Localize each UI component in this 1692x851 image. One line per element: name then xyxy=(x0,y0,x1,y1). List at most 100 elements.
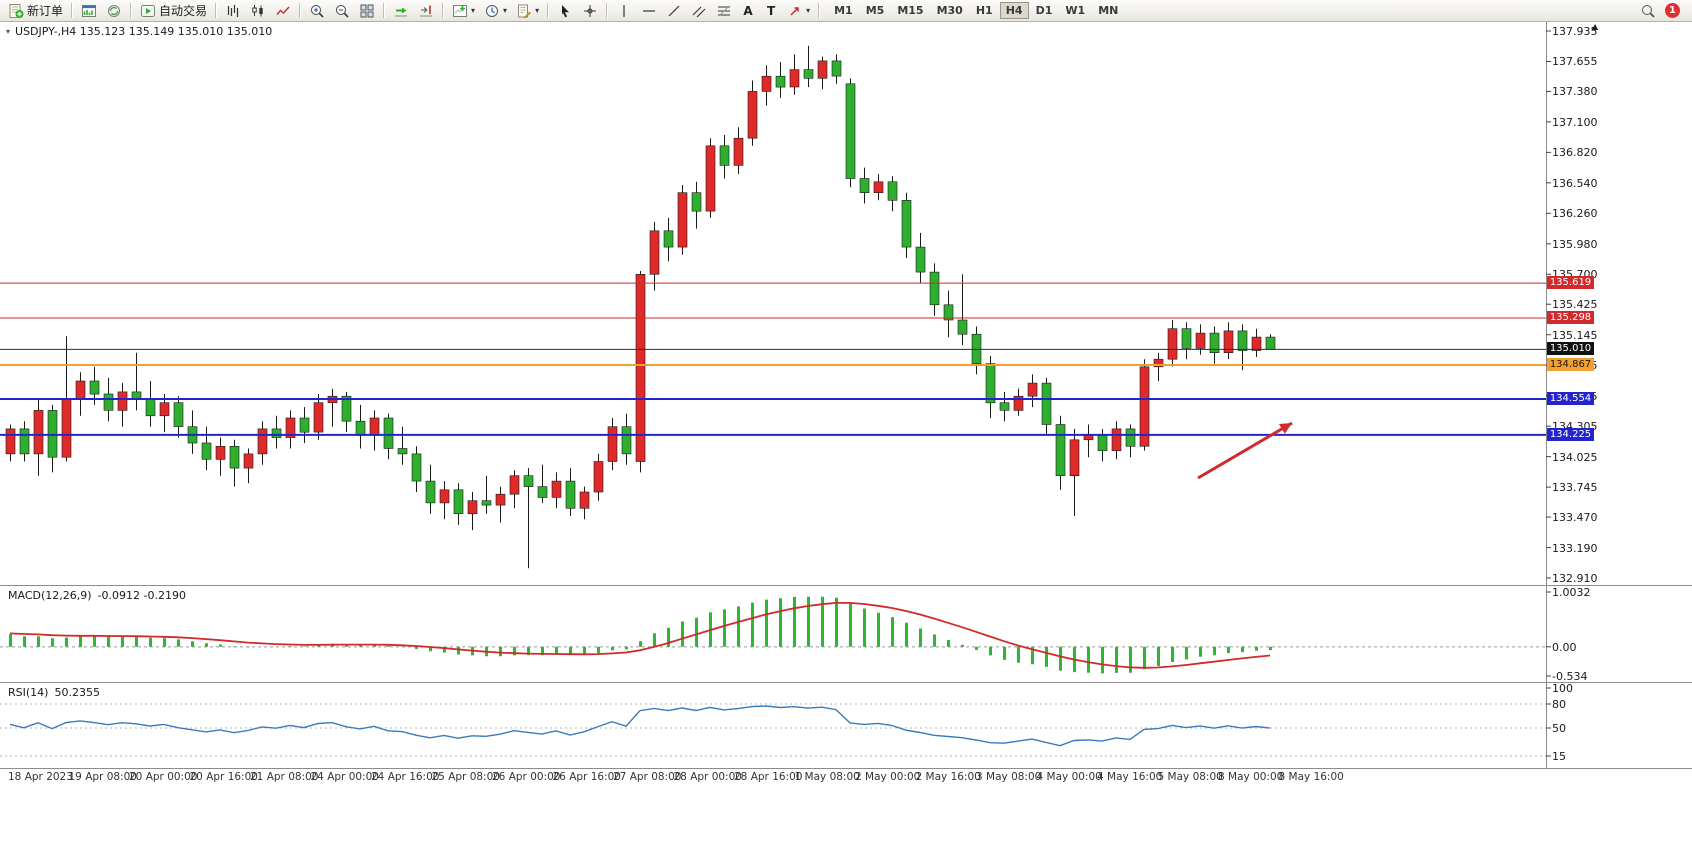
new-chart-icon xyxy=(82,4,97,17)
timeframe-h1-button[interactable]: H1 xyxy=(970,2,999,19)
candlesticks xyxy=(5,60,1276,515)
candle-body xyxy=(341,395,352,422)
candle-body xyxy=(747,91,758,139)
candle-body xyxy=(313,402,324,433)
candle-body xyxy=(943,304,954,321)
candle-body xyxy=(957,319,968,335)
price-box-135.010: 135.010 xyxy=(1547,342,1594,356)
candle-body xyxy=(1125,428,1136,447)
label-tool-button[interactable]: T xyxy=(760,1,782,20)
date-label: 28 Apr 00:00 xyxy=(673,771,742,783)
toolbar-separator xyxy=(130,3,133,18)
timeframe-w1-button[interactable]: W1 xyxy=(1059,2,1091,19)
price-axis-label: 133.745 xyxy=(1552,481,1598,495)
date-label: 20 Apr 16:00 xyxy=(189,771,258,783)
timeframe-m15-button[interactable]: M15 xyxy=(891,2,929,19)
candle-body xyxy=(649,230,660,275)
candle-body xyxy=(789,69,800,88)
candle-body xyxy=(1055,424,1066,477)
crosshair-button[interactable] xyxy=(578,1,602,20)
rsi-name: RSI(14) xyxy=(8,686,49,699)
horizontal-line-button[interactable] xyxy=(637,1,661,20)
candle-body xyxy=(999,402,1010,411)
candle-body xyxy=(453,489,464,514)
candle-body xyxy=(5,428,16,455)
auto-trading-button[interactable]: 自动交易 xyxy=(136,1,211,20)
candle-body xyxy=(159,402,170,417)
price-axis-label: 136.820 xyxy=(1552,146,1598,160)
auto-scroll-icon xyxy=(395,7,408,16)
candle-body xyxy=(691,192,702,212)
trend-arrow[interactable] xyxy=(1197,421,1293,480)
caret-down-icon: ▾ xyxy=(535,5,540,15)
candle-body xyxy=(537,486,548,498)
new-order-button[interactable]: 新订单 xyxy=(4,1,67,20)
price-box-134.554: 134.554 xyxy=(1547,392,1594,406)
macd-scale-label: 1.0032 xyxy=(1552,586,1591,599)
date-label: 2 May 00:00 xyxy=(855,771,921,783)
price-axis-label: 137.100 xyxy=(1552,115,1598,129)
text-tool-button[interactable]: A xyxy=(737,1,759,20)
candle-body xyxy=(425,480,436,504)
vertical-line-button[interactable] xyxy=(612,1,636,20)
candle-body xyxy=(1209,332,1220,354)
bar-chart-icon xyxy=(227,4,239,17)
price-box-135.298: 135.298 xyxy=(1547,311,1594,325)
auto-scroll-button[interactable] xyxy=(389,1,413,20)
profiles-button[interactable] xyxy=(102,1,126,20)
scroll-up-icon[interactable]: ▲ xyxy=(1592,22,1599,31)
timeframe-h4-button[interactable]: H4 xyxy=(999,2,1029,19)
timeframe-m1-button[interactable]: M1 xyxy=(828,2,859,19)
timeframe-d1-button[interactable]: D1 xyxy=(1030,2,1059,19)
candlestick-chart-button[interactable] xyxy=(246,1,270,20)
notification-badge[interactable]: 1 xyxy=(1665,3,1680,18)
candle-body xyxy=(831,60,842,77)
symbol-dropdown-icon[interactable]: ▾ xyxy=(6,27,11,36)
tile-windows-button[interactable] xyxy=(355,1,379,20)
date-label: 19 Apr 08:00 xyxy=(68,771,137,783)
candle-body xyxy=(817,60,828,79)
cursor-button[interactable] xyxy=(553,1,577,20)
date-label: 28 Apr 16:00 xyxy=(734,771,803,783)
new-chart-button[interactable] xyxy=(77,1,101,20)
trendline-button[interactable] xyxy=(662,1,686,20)
timeframe-m30-button[interactable]: M30 xyxy=(931,2,969,19)
chart-shift-button[interactable] xyxy=(414,1,438,20)
text-tool-icon: A xyxy=(743,3,753,18)
line-chart-button[interactable] xyxy=(271,1,295,20)
zoom-out-button[interactable] xyxy=(330,1,354,20)
timeframe-m5-button[interactable]: M5 xyxy=(860,2,891,19)
price-axis-label: 137.380 xyxy=(1552,85,1598,99)
candle-body xyxy=(509,475,520,495)
candle-body xyxy=(663,230,674,248)
candle-body xyxy=(1195,332,1206,349)
search-button[interactable] xyxy=(1636,1,1660,20)
toolbar-separator xyxy=(383,3,386,18)
candle-body xyxy=(1153,358,1164,368)
bar-chart-button[interactable] xyxy=(221,1,245,20)
candle-body xyxy=(1041,382,1052,425)
candle-body xyxy=(803,69,814,79)
date-label: 8 May 00:00 xyxy=(1218,771,1284,783)
candle-body xyxy=(47,410,58,458)
crosshair-icon xyxy=(584,4,597,17)
date-label: 26 Apr 16:00 xyxy=(552,771,621,783)
candle-body xyxy=(215,445,226,460)
date-label: 25 Apr 08:00 xyxy=(431,771,500,783)
price-axis-label: 137.655 xyxy=(1552,55,1598,69)
periods-button[interactable]: ▾ xyxy=(480,1,511,20)
indicators-button[interactable]: ▾ xyxy=(448,1,479,20)
candle-body xyxy=(1027,382,1038,397)
arrows-button[interactable]: ▾ xyxy=(783,1,814,20)
zoom-in-button[interactable] xyxy=(305,1,329,20)
templates-button[interactable]: ▾ xyxy=(512,1,543,20)
date-label: 21 Apr 08:00 xyxy=(250,771,319,783)
candle-body xyxy=(1167,328,1178,360)
candle-body xyxy=(901,200,912,248)
fibonacci-button[interactable] xyxy=(712,1,736,20)
timeframe-mn-button[interactable]: MN xyxy=(1092,2,1124,19)
candle-body xyxy=(733,137,744,166)
toolbar-separator xyxy=(442,3,445,18)
channel-button[interactable] xyxy=(687,1,711,20)
